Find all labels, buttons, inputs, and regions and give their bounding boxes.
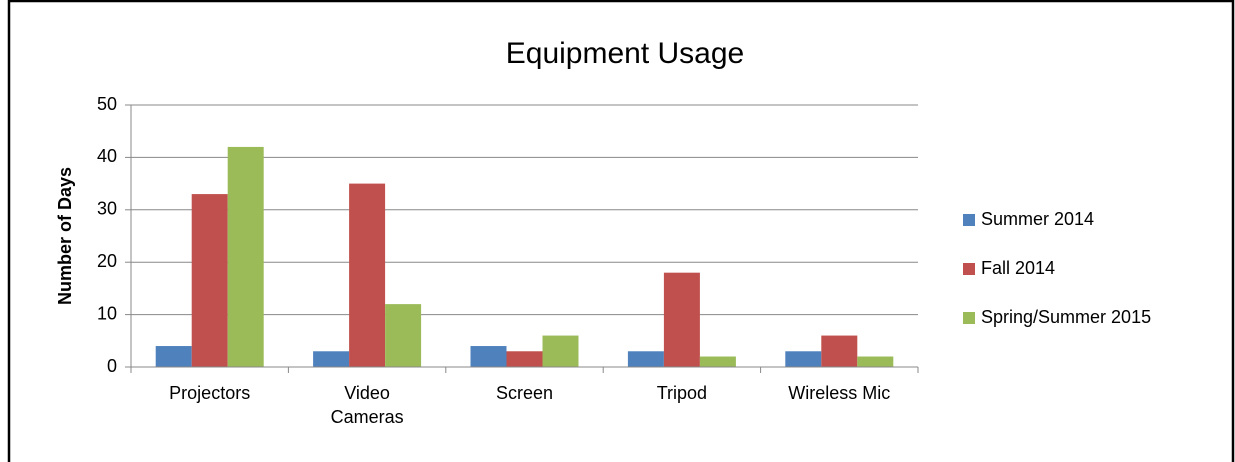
bar [785,351,822,367]
y-tick-label: 20 [97,251,117,271]
bar [313,351,350,367]
bar [627,351,664,367]
y-tick-label: 40 [97,146,117,166]
y-tick-label: 50 [97,94,117,114]
y-tick-label: 10 [97,303,117,323]
bar [857,356,894,367]
bar [699,356,736,367]
bar [191,194,228,367]
legend-swatch [963,214,975,226]
chart-title: Equipment Usage [506,37,744,70]
bar [821,335,858,367]
bar [155,346,192,367]
legend-label: Fall 2014 [981,258,1055,278]
x-tick-label: Wireless Mic [788,383,891,403]
bar [227,146,264,367]
y-tick-label: 30 [97,199,117,219]
bar [470,346,507,367]
bar [385,304,422,367]
y-axis-label: Number of Days [55,167,75,305]
bar [663,272,700,367]
y-tick-label: 0 [107,356,117,376]
x-tick-label: Video Cameras [330,383,404,427]
legend-swatch [963,263,975,275]
legend-label: Summer 2014 [981,209,1094,229]
bar [542,335,579,367]
bar [506,351,543,367]
legend-label: Spring/Summer 2015 [981,307,1151,327]
x-tick-label: Tripod [656,383,708,403]
x-tick-label: Projectors [169,383,251,403]
bar [349,183,386,367]
chart-border [7,0,1235,462]
x-tick-label: Screen [495,383,554,403]
legend-swatch [963,312,975,324]
